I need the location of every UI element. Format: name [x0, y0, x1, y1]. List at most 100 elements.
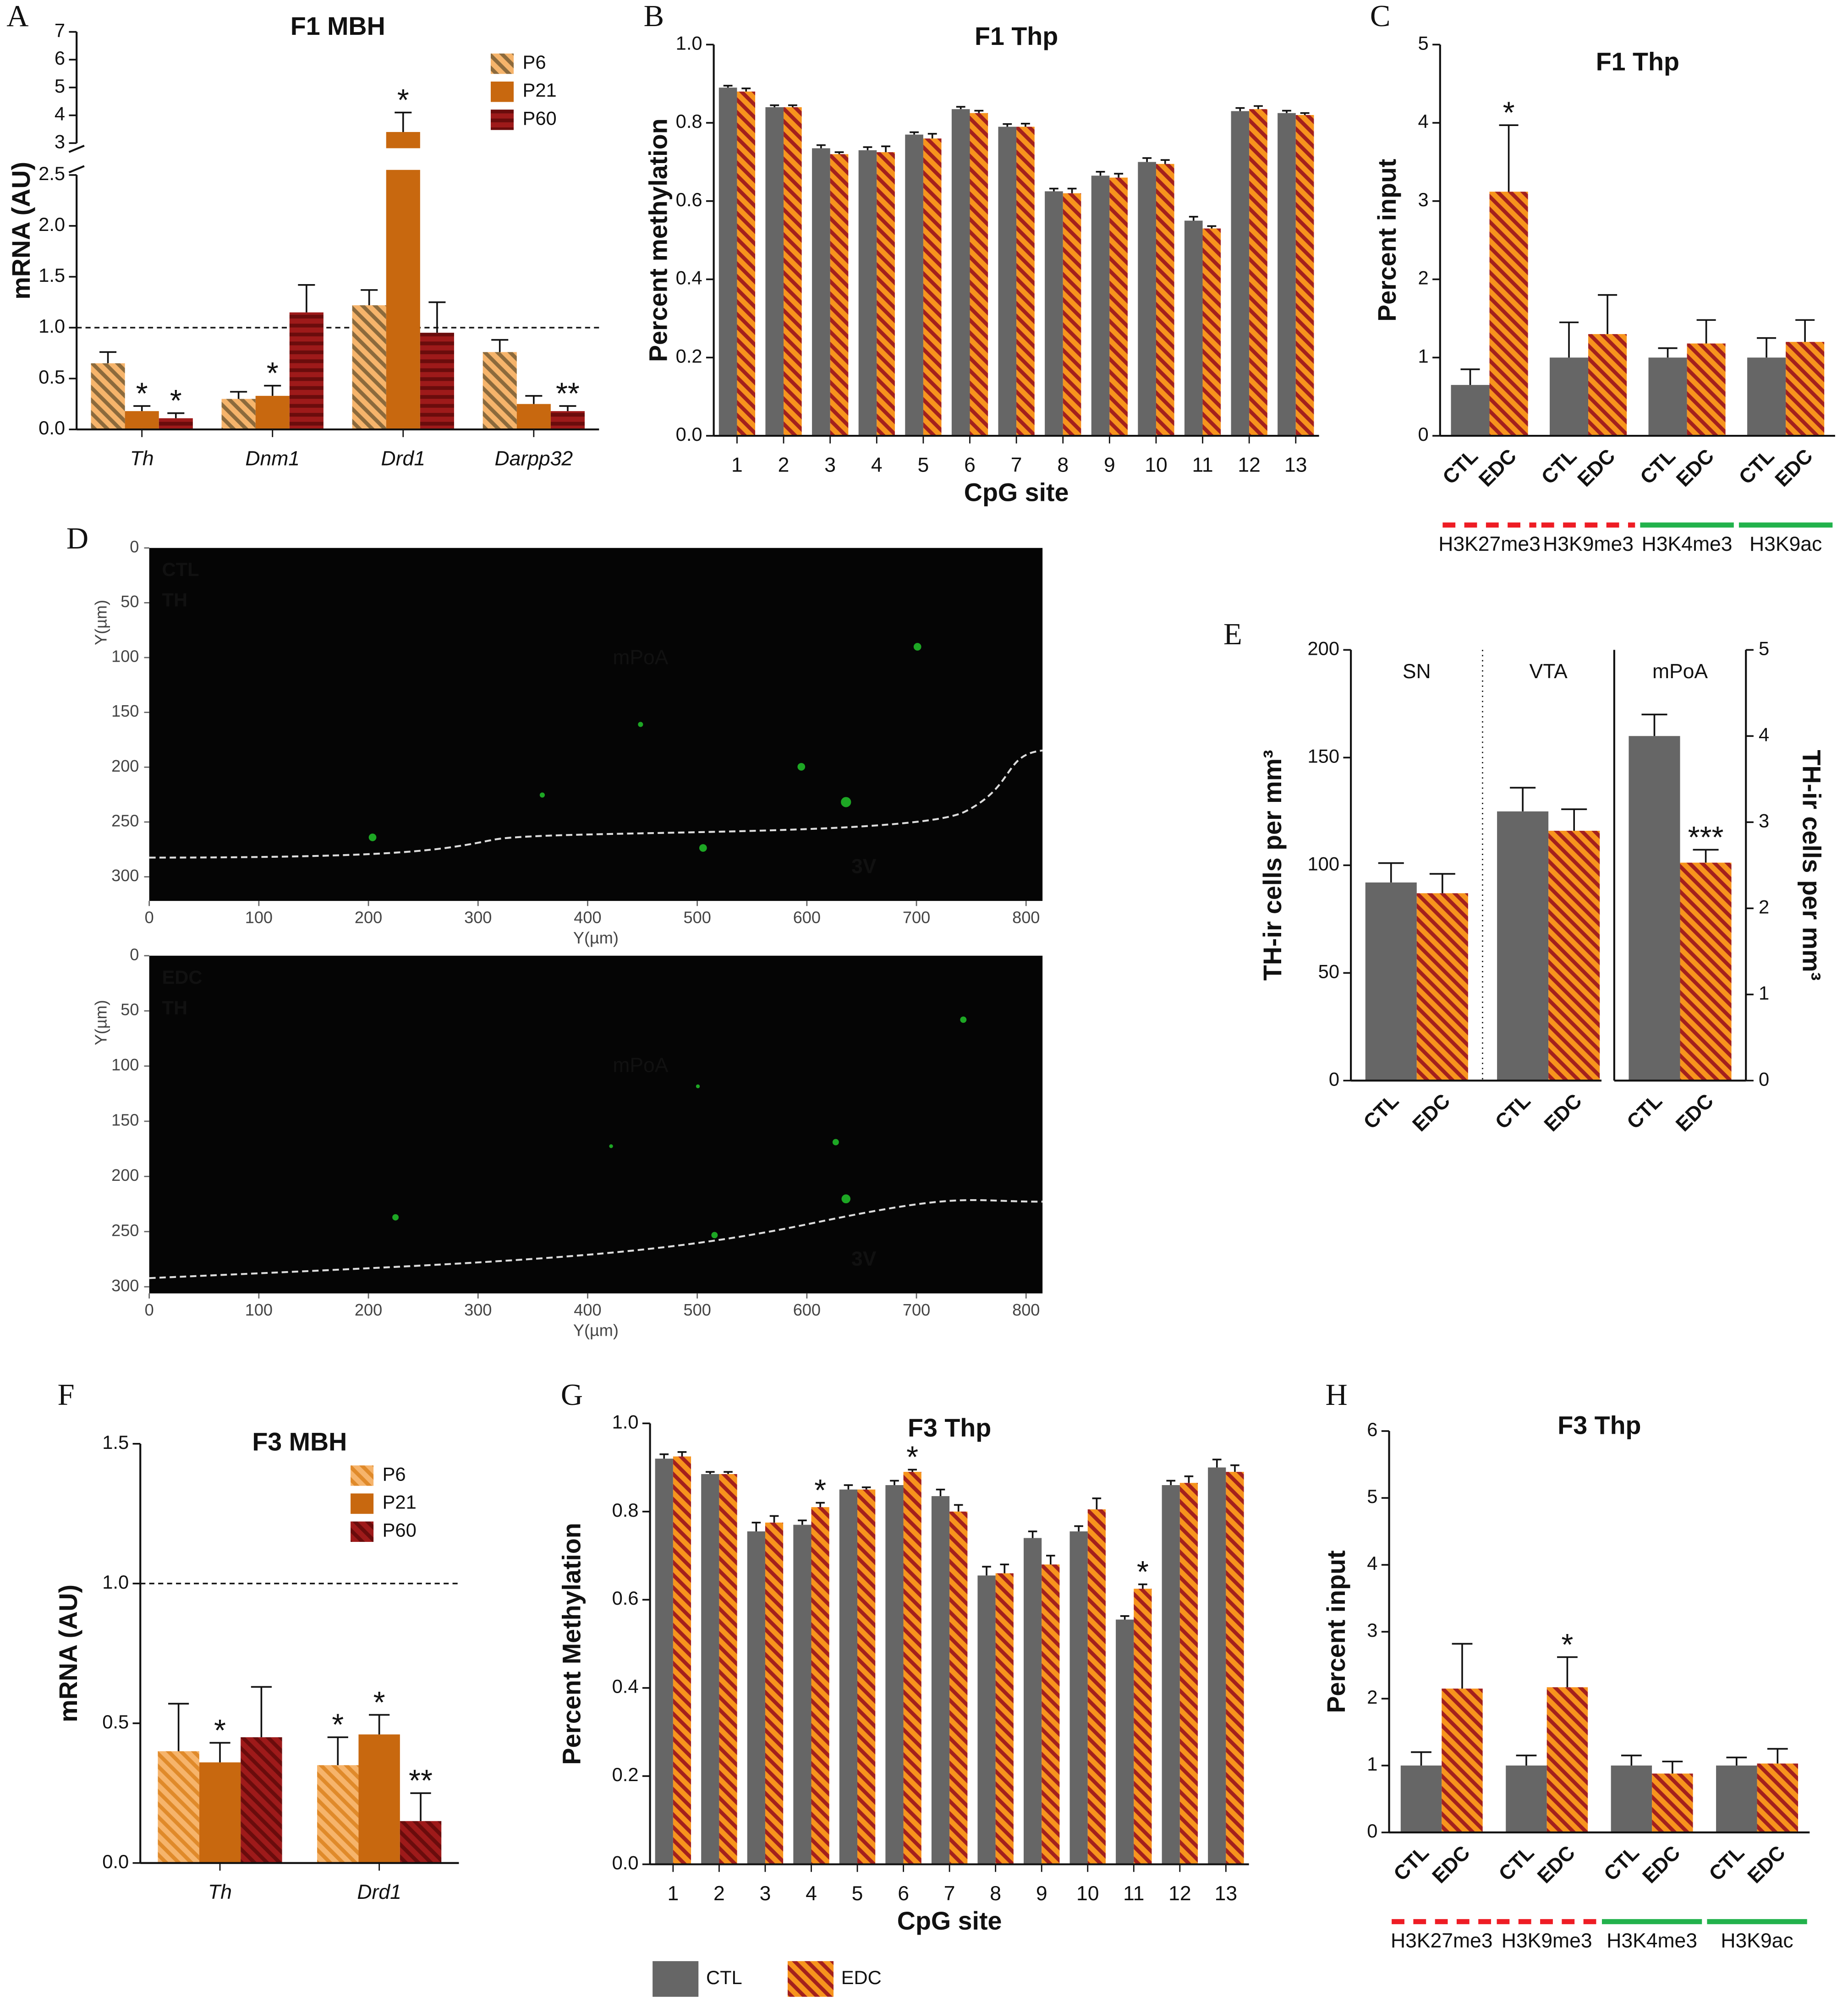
group-label: H3K4me3	[1642, 533, 1733, 555]
bar	[949, 1511, 968, 1864]
cell	[960, 1016, 967, 1023]
y2-tick-label: 3	[1759, 810, 1769, 831]
legend-swatch	[490, 53, 514, 74]
y2-tick-label: 1	[1759, 982, 1769, 1004]
y-tick-label: 4	[55, 103, 65, 125]
x-tick-label: 700	[903, 1300, 930, 1319]
bar	[701, 1474, 719, 1864]
group-label: H3K27me3	[1391, 1930, 1493, 1952]
y-tick-label: 0.0	[38, 417, 65, 439]
legend-label: P60	[383, 1519, 417, 1541]
y-tick-label: 200	[111, 1166, 139, 1184]
bar	[718, 88, 737, 436]
y2-tick-label: 0	[1759, 1068, 1769, 1090]
significance: *	[373, 1686, 385, 1720]
bar	[737, 91, 756, 436]
y-tick-label: 0.8	[612, 1499, 639, 1521]
bar	[1757, 1763, 1799, 1833]
bar	[199, 1762, 241, 1863]
bar-label: EDC	[1533, 1842, 1579, 1888]
bar	[317, 1765, 359, 1863]
x-tick-label: 9	[1104, 454, 1115, 477]
bar	[1400, 1766, 1442, 1833]
x-tick-label: 500	[684, 908, 711, 927]
y-tick-label: 150	[1307, 745, 1339, 767]
y-tick-label: 2.5	[38, 163, 65, 184]
y-tick-label: 0.4	[676, 267, 702, 289]
bar	[1138, 162, 1156, 436]
group-label: H3K27me3	[1438, 533, 1541, 555]
y-tick-label: 250	[111, 811, 139, 830]
x-tick-label: 100	[245, 1300, 273, 1319]
chart-title: F1 Thp	[975, 22, 1058, 50]
bar	[158, 1751, 199, 1863]
x-tick-label: 800	[1012, 908, 1040, 927]
y-tick-label: 0	[130, 537, 139, 556]
y-axis-label: Y(µm)	[91, 600, 110, 645]
y-tick-label: 3	[1418, 189, 1429, 210]
bar	[1506, 1766, 1547, 1833]
y-tick-label: 100	[1307, 853, 1339, 874]
bar	[1611, 1766, 1652, 1833]
y-tick-label: 100	[111, 647, 139, 666]
y-tick-label: 0.0	[102, 1851, 129, 1872]
x-tick-label: 5	[852, 1882, 863, 1905]
x-tick-label: 700	[903, 908, 930, 927]
y-tick-label: 150	[111, 702, 139, 720]
y2-tick-label: 5	[1759, 637, 1769, 659]
bar	[1042, 1564, 1060, 1864]
bar	[1548, 831, 1600, 1081]
x-tick-label: Th	[130, 448, 154, 470]
bar-label: EDC	[1744, 1842, 1790, 1888]
x-tick-label: 11	[1123, 1882, 1144, 1905]
bar	[1156, 164, 1174, 436]
x-tick-label: Darpp32	[495, 448, 573, 470]
significance: *	[136, 377, 148, 411]
y-axis-label: Percent input	[1373, 159, 1401, 322]
cell	[832, 1139, 839, 1146]
x-tick-label: 12	[1238, 454, 1260, 477]
bar	[1365, 882, 1417, 1081]
y-tick-label: 1	[1418, 345, 1429, 367]
y-axis-label: mRNA (AU)	[7, 162, 35, 300]
bar	[1278, 113, 1296, 436]
chart-title: F3 Thp	[1557, 1411, 1641, 1439]
legend-swatch	[653, 1961, 699, 1997]
bar	[811, 1507, 829, 1864]
bar	[885, 1485, 904, 1864]
group-label: mPoA	[1652, 660, 1708, 683]
chart-title: F3 Thp	[908, 1414, 991, 1442]
y-tick-label: 100	[111, 1055, 139, 1074]
bar	[951, 109, 970, 436]
bar	[1648, 357, 1687, 436]
stain-label: TH	[162, 997, 187, 1019]
x-axis-label: Y(µm)	[573, 1321, 619, 1340]
bar	[858, 150, 877, 436]
x-tick-label: 4	[806, 1882, 817, 1905]
y-tick-label: 6	[1367, 1419, 1377, 1440]
bar	[1550, 357, 1589, 436]
y-axis-label: Y(µm)	[91, 1000, 110, 1045]
axis-gap	[1601, 1078, 1614, 1083]
bar	[1588, 334, 1627, 436]
bar	[830, 154, 849, 436]
x-tick-label: 8	[1057, 454, 1069, 477]
bar-label: CTL	[1438, 445, 1482, 489]
y-tick-label: 2.0	[38, 214, 65, 235]
bar-label: CTL	[1600, 1842, 1644, 1886]
y-tick-label: 0.5	[102, 1711, 129, 1733]
y-axis-label: Percent input	[1322, 1550, 1350, 1713]
bar-label: CTL	[1623, 1090, 1667, 1134]
cell	[797, 763, 806, 771]
y-tick-label: 0.0	[676, 423, 702, 445]
y-axis-label: mRNA (AU)	[54, 1585, 82, 1722]
panel-letter: C	[1370, 0, 1391, 33]
bar	[400, 1821, 442, 1863]
x-tick-label: 13	[1215, 1882, 1237, 1905]
x-tick-label: 400	[574, 1300, 601, 1319]
y-tick-label: 6	[55, 47, 65, 69]
bar	[747, 1531, 765, 1864]
y-tick-label: 3	[1367, 1619, 1377, 1641]
y-tick-label: 300	[111, 866, 139, 885]
legend-label: EDC	[841, 1967, 882, 1988]
